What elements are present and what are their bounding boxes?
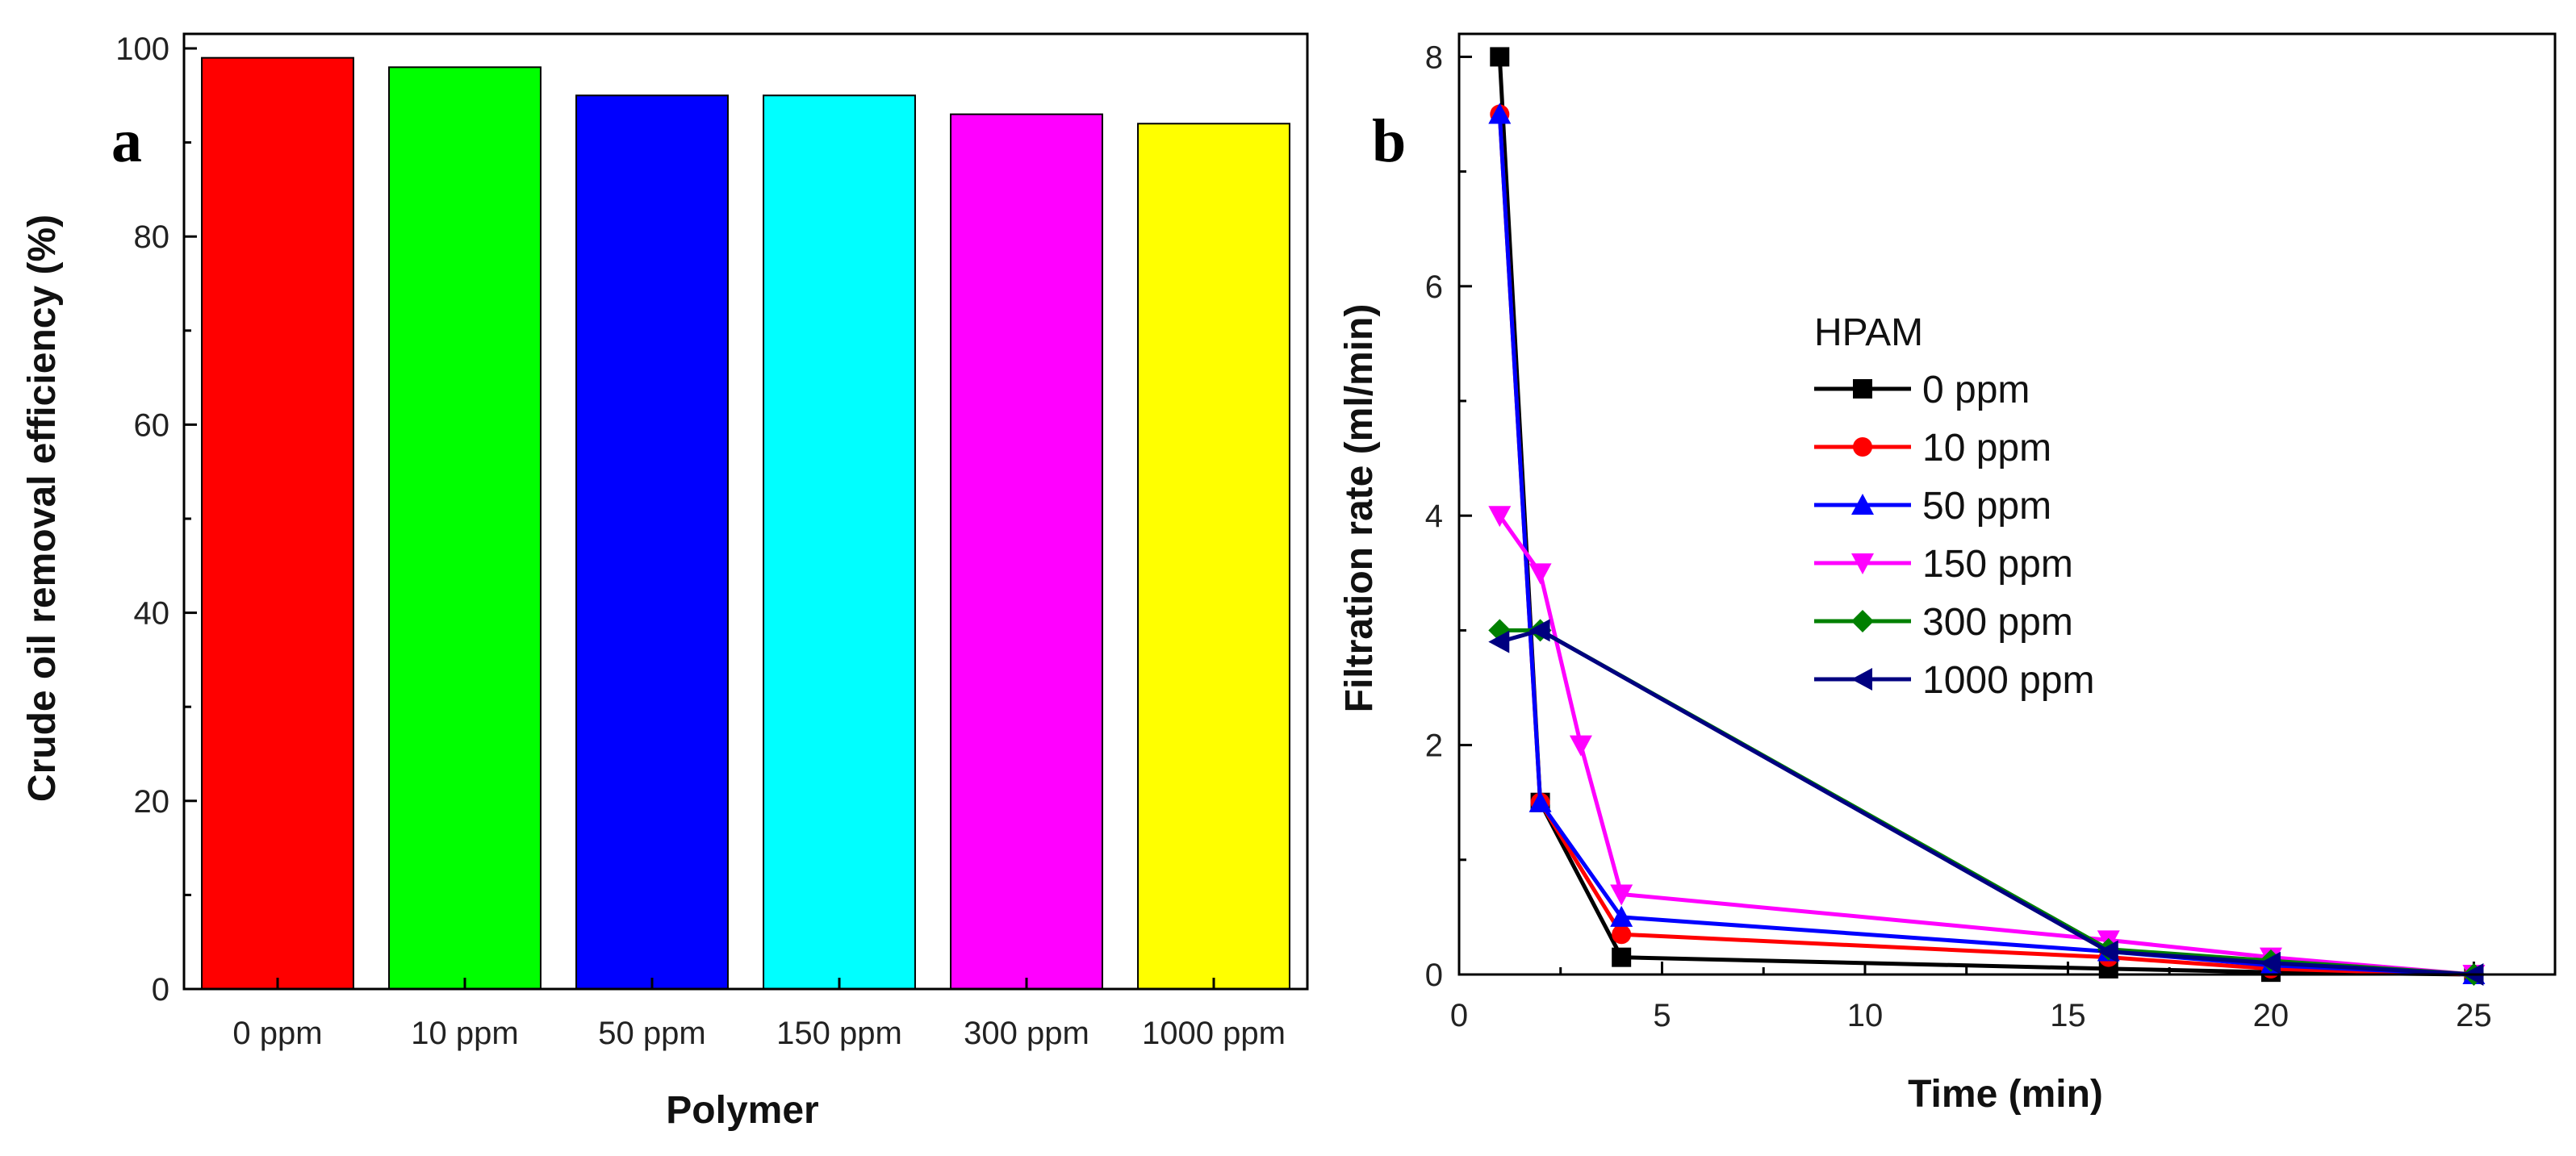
panel-a-x-axis-title: Polymer [666,1089,818,1132]
bar-300-ppm [950,113,1103,990]
y-tick-label: 0 [1425,958,1443,993]
data-point-150-ppm [1488,506,1512,528]
legend-label: 0 ppm [1922,369,2030,411]
legend-label: 10 ppm [1922,427,2051,469]
data-point-50-ppm [1528,791,1552,812]
bar-50-ppm [575,94,729,990]
x-tick-label: 300 ppm [964,1016,1089,1051]
data-point-0-ppm [1490,47,1510,67]
legend-item-0-ppm: 0 ppm [1814,369,2030,411]
panel-a-plot-frame [182,32,1309,991]
legend-label: 150 ppm [1922,543,2073,586]
legend-title: HPAM [1814,311,1923,354]
bar-0-ppm [201,56,354,990]
legend-item-300-ppm: 300 ppm [1814,601,2073,644]
legend-item-1000-ppm: 1000 ppm [1814,659,2095,702]
y-tick-label: 60 [134,407,170,443]
legend-marker-1000-ppm [1851,668,1872,691]
legend-item-150-ppm: 150 ppm [1814,543,2073,586]
panel-b-line-chart: b Filtration rate (ml/min) Time (min) 0 5… [1338,32,2557,1116]
y-tick-label: 40 [134,596,170,632]
y-tick-label: 4 [1425,499,1443,534]
x-tick-label: 20 [2253,998,2290,1033]
data-point-0-ppm [1612,947,1632,967]
y-tick-label: 0 [152,972,169,1008]
panel-b-letter: b [1372,107,1406,175]
y-tick-label: 80 [134,219,170,255]
data-point-50-ppm [1488,102,1512,124]
data-point-50-ppm [1610,905,1633,927]
x-tick-label: 10 [1847,998,1884,1033]
panel-b-plot-frame [1457,32,2557,976]
data-point-1000-ppm [1528,619,1550,642]
panel-a-y-axis-title: Crude oil removal efficiency (%) [21,215,64,802]
x-tick-label: 0 [1450,998,1468,1033]
x-tick-label: 5 [1653,998,1671,1033]
legend-item-10-ppm: 10 ppm [1814,427,2051,469]
y-tick-label: 2 [1425,728,1443,764]
legend-marker-150-ppm [1851,553,1874,574]
legend-label: 300 ppm [1922,601,2073,644]
y-tick-label: 8 [1425,40,1443,75]
bar-150-ppm [763,94,916,990]
panel-a-bar-chart: a Crude oil removal efficiency (%) Polym… [21,31,1309,1132]
data-point-150-ppm [1569,735,1592,757]
x-tick-label: 150 ppm [776,1016,902,1051]
data-point-150-ppm [1528,563,1552,585]
legend-item-50-ppm: 50 ppm [1814,485,2051,528]
legend-label: 1000 ppm [1922,659,2095,702]
legend-marker-0-ppm [1853,379,1872,399]
legend-marker-50-ppm [1851,494,1874,515]
x-tick-label: 15 [2050,998,2086,1033]
legend-marker-300-ppm [1851,610,1874,632]
data-point-1000-ppm [2097,940,2118,963]
bar-10-ppm [388,66,542,991]
panel-a-letter: a [111,107,142,175]
data-point-10-ppm [1612,924,1632,945]
panel-b-x-axis-title: Time (min) [1908,1073,2103,1116]
x-tick-label: 50 ppm [598,1016,705,1051]
legend-marker-10-ppm [1853,437,1872,457]
legend-label: 50 ppm [1922,485,2051,528]
y-tick-label: 100 [115,31,169,67]
x-tick-label: 0 ppm [232,1016,322,1051]
y-tick-label: 6 [1425,269,1443,305]
data-point-150-ppm [1610,884,1633,906]
x-tick-label: 10 ppm [411,1016,518,1051]
x-tick-label: 25 [2456,998,2492,1033]
y-tick-label: 20 [134,784,170,820]
panel-b-legend: HPAM 0 ppm 10 ppm 50 ppm 150 ppm 300 ppm 1000… [1814,311,2095,702]
data-point-1000-ppm [1488,630,1510,653]
x-tick-label: 1000 ppm [1142,1016,1286,1051]
panel-b-y-axis-title: Filtration rate (ml/min) [1338,304,1381,713]
bar-1000-ppm [1137,123,1290,990]
data-point-1000-ppm [2259,951,2281,974]
